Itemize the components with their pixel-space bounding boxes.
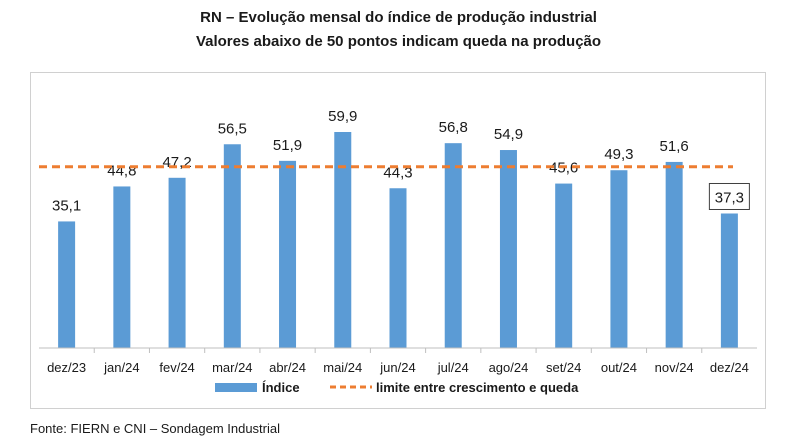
bar-jan-24 — [113, 186, 131, 348]
bar-chart: 35,144,847,256,551,959,944,356,854,945,6… — [39, 108, 757, 395]
bar-dez-24 — [720, 213, 738, 348]
bar-fev-24 — [168, 177, 186, 348]
x-tick-label: nov/24 — [655, 360, 694, 375]
x-tick-label: mar/24 — [212, 360, 252, 375]
legend-label-index: Índice — [262, 380, 300, 395]
x-tick-label: out/24 — [601, 360, 637, 375]
data-label: 47,2 — [162, 154, 191, 171]
bar-ago-24 — [499, 150, 517, 348]
x-tick-label: ago/24 — [489, 360, 529, 375]
legend-swatch-index — [215, 383, 257, 392]
bar-out-24 — [610, 170, 628, 348]
data-label: 44,3 — [383, 164, 412, 181]
x-tick-label: jul/24 — [437, 360, 469, 375]
x-tick-label: dez/24 — [710, 360, 749, 375]
data-label: 51,9 — [273, 137, 302, 154]
data-label: 59,9 — [328, 108, 357, 125]
x-tick-label: dez/23 — [47, 360, 86, 375]
source-note: Fonte: FIERN e CNI – Sondagem Industrial — [30, 421, 281, 436]
chart-frame — [30, 72, 766, 409]
legend-label-threshold: limite entre crescimento e queda — [376, 380, 579, 395]
bar-nov-24 — [665, 161, 683, 348]
chart-title: RN – Evolução mensal do índice de produç… — [200, 9, 597, 26]
bar-abr-24 — [279, 160, 297, 348]
data-label: 54,9 — [494, 126, 523, 143]
chart-subtitle: Valores abaixo de 50 pontos indicam qued… — [195, 33, 602, 50]
data-label: 44,8 — [107, 162, 136, 179]
x-tick-labels-group: dez/23 jan/24 fev/24 mar/24 abr/24 mai/24 jun/… — [47, 348, 749, 375]
bar-mar-24 — [223, 144, 241, 348]
bar-jul-24 — [444, 143, 462, 348]
x-tick-label: mai/24 — [323, 360, 362, 375]
data-label: 37,3 — [715, 189, 744, 206]
data-label: 56,5 — [218, 120, 247, 137]
bars-group — [58, 132, 738, 348]
bar-mai-24 — [334, 132, 352, 348]
data-labels-group: 35,144,847,256,551,959,944,356,854,945,6… — [52, 108, 750, 214]
bar-dez-23 — [58, 221, 76, 348]
x-tick-label: set/24 — [546, 360, 581, 375]
x-tick-label: jan/24 — [103, 360, 139, 375]
x-tick-label: fev/24 — [159, 360, 194, 375]
data-label: 35,1 — [52, 197, 81, 214]
bar-jun-24 — [389, 188, 407, 348]
x-tick-label: jun/24 — [379, 360, 415, 375]
data-label: 56,8 — [439, 119, 468, 136]
data-label-box — [708, 182, 750, 210]
bar-set-24 — [555, 183, 573, 348]
x-tick-label: abr/24 — [269, 360, 306, 375]
data-label: 49,3 — [604, 146, 633, 163]
legend: Índice limite entre crescimento e queda — [215, 380, 579, 395]
data-label: 51,6 — [660, 138, 689, 155]
